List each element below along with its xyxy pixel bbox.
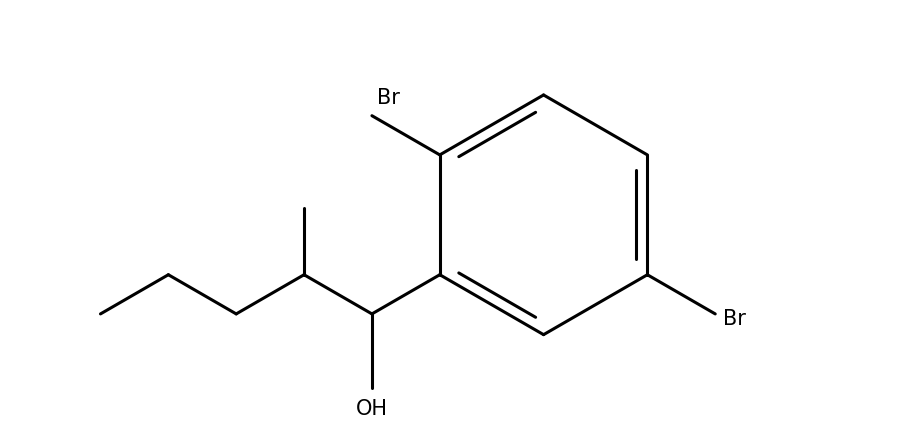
Text: Br: Br xyxy=(376,88,399,108)
Text: OH: OH xyxy=(355,400,387,420)
Text: Br: Br xyxy=(722,308,744,328)
